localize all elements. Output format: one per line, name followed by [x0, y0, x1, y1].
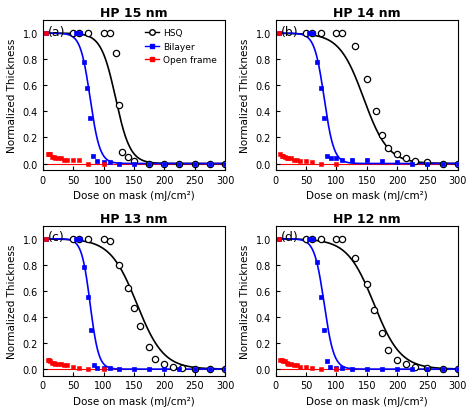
Title: HP 15 nm: HP 15 nm [100, 7, 168, 20]
Text: (c): (c) [48, 231, 65, 244]
Text: (b): (b) [281, 26, 299, 38]
Y-axis label: Normalized Thickness: Normalized Thickness [7, 244, 17, 358]
X-axis label: Dose on mask (mJ/cm²): Dose on mask (mJ/cm²) [306, 396, 428, 406]
Y-axis label: Normalized Thickness: Normalized Thickness [7, 39, 17, 153]
X-axis label: Dose on mask (mJ/cm²): Dose on mask (mJ/cm²) [73, 396, 195, 406]
Y-axis label: Normalized Thickness: Normalized Thickness [240, 244, 250, 358]
Y-axis label: Normalized Thickness: Normalized Thickness [240, 39, 250, 153]
Title: HP 12 nm: HP 12 nm [333, 212, 401, 225]
Text: (d): (d) [281, 231, 299, 244]
Title: HP 13 nm: HP 13 nm [100, 212, 168, 225]
Legend: HSQ, Bilayer, Open frame: HSQ, Bilayer, Open frame [141, 26, 220, 69]
X-axis label: Dose on mask (mJ/cm²): Dose on mask (mJ/cm²) [73, 191, 195, 201]
Text: (a): (a) [48, 26, 66, 38]
X-axis label: Dose on mask (mJ/cm²): Dose on mask (mJ/cm²) [306, 191, 428, 201]
Title: HP 14 nm: HP 14 nm [333, 7, 401, 20]
